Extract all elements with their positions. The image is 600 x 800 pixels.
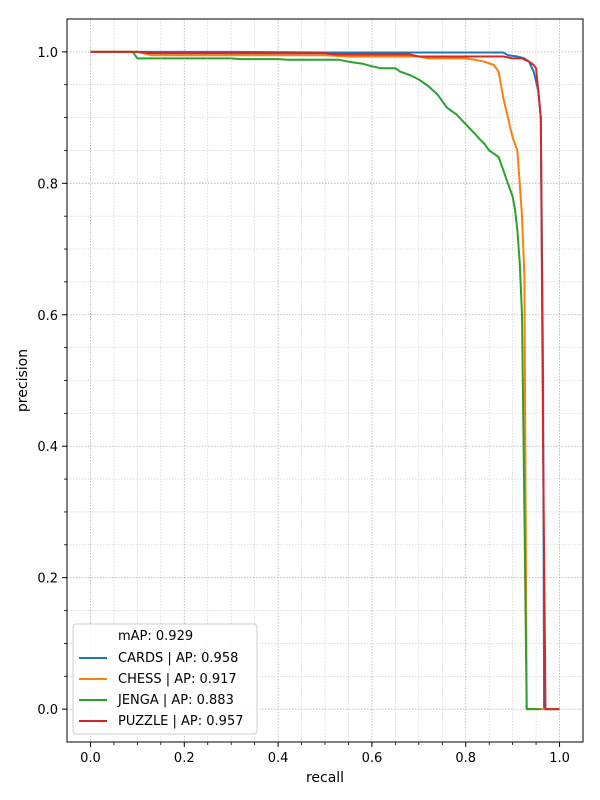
x-tick-label: 0.8 — [455, 751, 476, 766]
series-layer — [90, 50, 560, 711]
minor-grid — [67, 19, 583, 742]
legend-entry: JENGA | AP: 0.883 — [117, 693, 234, 708]
y-tick-label: 0.0 — [37, 703, 58, 718]
x-axis-label: recall — [306, 770, 344, 786]
x-tick-label: 0.0 — [80, 751, 101, 766]
x-tick-label: 1.0 — [549, 751, 570, 766]
series-line-puzzle — [90, 50, 560, 711]
legend: mAP: 0.929 CARDS | AP: 0.958 CHESS | AP: 0… — [72, 623, 258, 735]
y-tick-label: 0.2 — [37, 572, 58, 587]
y-tick-label: 0.4 — [37, 440, 58, 455]
series-line-chess — [90, 50, 560, 711]
y-axis-ticks: 0.0 0.2 0.4 0.6 0.8 1.0 — [37, 46, 67, 718]
y-axis-label: precision — [15, 349, 31, 412]
legend-box — [72, 623, 258, 735]
y-tick-label: 1.0 — [37, 46, 58, 61]
legend-entry: PUZZLE | AP: 0.957 — [118, 714, 244, 729]
x-axis-ticks: 0.0 0.2 0.4 0.6 0.8 1.0 — [80, 742, 570, 766]
legend-entry: CARDS | AP: 0.958 — [118, 651, 238, 666]
x-tick-label: 0.2 — [174, 751, 195, 766]
legend-entry: CHESS | AP: 0.917 — [118, 672, 237, 687]
series-line-jenga — [90, 50, 541, 711]
x-tick-label: 0.6 — [362, 751, 383, 766]
x-tick-label: 0.4 — [268, 751, 289, 766]
y-tick-label: 0.6 — [37, 309, 58, 324]
legend-title: mAP: 0.929 — [118, 629, 193, 644]
y-tick-label: 0.8 — [37, 177, 58, 192]
